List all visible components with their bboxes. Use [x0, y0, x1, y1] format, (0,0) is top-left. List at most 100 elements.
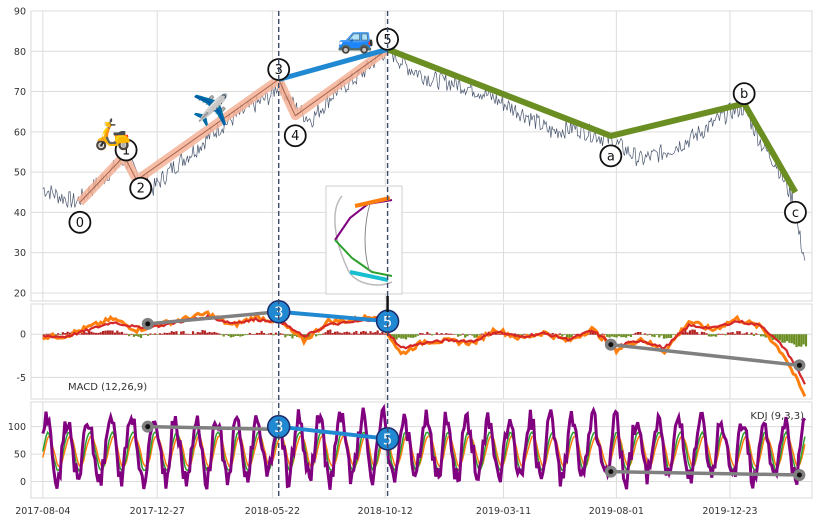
macd-hist-bar — [627, 334, 630, 337]
macd-hist-bar — [497, 333, 500, 335]
macd-hist-bar — [703, 332, 706, 335]
x-tick-label: 2017-08-04 — [15, 506, 70, 517]
macd-hist-bar — [378, 333, 382, 335]
macd-hist-bar — [255, 332, 259, 335]
macd-hist-bar — [752, 334, 756, 336]
macd-hist-bar — [634, 332, 637, 335]
macd-hist-bar — [135, 334, 138, 336]
wave-marker-text: 3 — [274, 303, 284, 321]
macd-hist-bar — [475, 334, 479, 338]
macd-hist-bar — [239, 334, 242, 337]
macd-hist-bar — [184, 333, 188, 335]
annotation-overlay: 3 5 3 5 — [141, 11, 806, 498]
macd-hist-bar — [412, 334, 415, 338]
macd-hist-bar — [146, 334, 150, 336]
x-tick-label: 2017-12-27 — [130, 506, 185, 517]
macd-hist-bar — [438, 334, 441, 335]
kdj-wave-link — [278, 424, 388, 441]
macd-hist-bar — [120, 331, 124, 335]
macd-hist-bar — [90, 331, 93, 335]
macd-hist-bar — [251, 334, 254, 335]
macd-hist-bar — [797, 334, 800, 347]
wave-label-text: 4 — [291, 129, 299, 144]
macd-hist-bar — [111, 330, 114, 335]
macd-hist-bar — [177, 334, 180, 335]
macd-hist-bar — [154, 333, 157, 335]
macd-hist-bar — [132, 334, 135, 337]
wave-label-text: c — [792, 206, 799, 221]
macd-hist-bar — [156, 334, 159, 335]
macd-hist-bar — [617, 334, 621, 337]
price-panel: 2030405060708090012345abc🛵✈️🚙 — [14, 7, 813, 302]
price-ytick-label: 50 — [14, 168, 26, 179]
macd-hist-bar — [85, 332, 88, 335]
kdj-ytick-label: 100 — [8, 422, 26, 433]
macd-hist-bar — [707, 334, 711, 337]
macd-hist-bar — [149, 333, 152, 335]
macd-hist-bar — [800, 334, 803, 347]
macd-hist-bar — [466, 334, 469, 337]
macd-hist-bar — [691, 329, 694, 335]
macd-hist-bar — [359, 331, 363, 335]
macd-hist-bar — [636, 332, 640, 335]
macd-hist-bar — [333, 331, 337, 335]
kdj-divergence-dot — [145, 424, 151, 430]
macd-hist-bar — [383, 333, 386, 335]
macd-hist-bar — [745, 332, 748, 335]
macd-hist-bar — [724, 334, 727, 336]
macd-hist-bar — [168, 332, 171, 335]
macd-hist-bar — [116, 330, 119, 335]
macd-hist-bar — [736, 331, 739, 335]
macd-hist-bar — [234, 334, 237, 336]
wave-label-circle — [114, 138, 138, 162]
macd-hist-bar — [648, 333, 651, 335]
macd-hist-bar — [783, 334, 786, 343]
wave-label-a: a — [599, 144, 623, 168]
macd-hist-bar — [59, 334, 62, 336]
macd-hist-bar — [793, 334, 796, 345]
macd-hist-bar — [248, 332, 251, 335]
wave-label-2: 2 — [129, 176, 153, 200]
macd-hist-bar — [610, 334, 614, 337]
macd-hist-bar — [163, 332, 166, 335]
macd-hist-bar — [390, 334, 393, 337]
wave-label-circle — [732, 82, 756, 106]
macd-hist-bar — [781, 334, 784, 343]
macd-hist-bar — [210, 332, 214, 335]
macd-hist-bar — [643, 333, 647, 335]
macd-hist-bar — [222, 334, 225, 337]
macd-hist-bar — [374, 332, 377, 335]
macd-hist-bar — [646, 334, 649, 336]
wave-label-text: 5 — [383, 33, 391, 48]
price-line — [42, 41, 806, 261]
macd-hist-bar — [348, 332, 351, 335]
macd-hist-bar — [478, 334, 481, 336]
airplane-icon: ✈️ — [192, 91, 229, 128]
macd-divergence-dot — [608, 342, 614, 348]
macd-hist-bar — [161, 333, 164, 335]
macd-hist-bar — [625, 334, 628, 338]
macd-hist-bar — [151, 334, 154, 335]
kdj-divergence-line — [610, 469, 800, 477]
macd-hist-bar — [109, 330, 112, 335]
macd-hist-bar — [267, 333, 270, 335]
macd-hist-bar — [187, 333, 190, 335]
macd-hist-bar — [440, 333, 443, 335]
macd-hist-bar — [743, 333, 746, 335]
macd-hist-bar — [613, 334, 616, 338]
macd-hist-bar — [402, 334, 405, 339]
macd-hist-bar — [622, 334, 625, 338]
x-tick-label: 2019-03-11 — [476, 506, 531, 517]
macd-hist-bar — [45, 333, 48, 335]
macd-hist-bar — [395, 334, 398, 340]
macd-hist-bar — [629, 334, 632, 337]
macd-hist-bar — [201, 330, 204, 335]
macd-hist-bar — [336, 331, 339, 335]
macd-hist-bar — [61, 332, 64, 335]
macd-hist-bar — [142, 334, 145, 336]
macd-hist-bar — [442, 334, 445, 335]
macd-hist-bar — [722, 333, 725, 335]
macd-hist-bar — [87, 330, 90, 335]
wave-label-text: 1 — [122, 143, 130, 158]
macd-hist-bar — [750, 332, 753, 335]
